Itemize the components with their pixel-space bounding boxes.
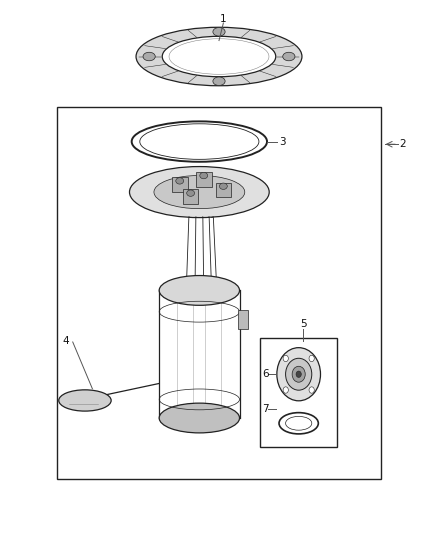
- Text: 7: 7: [262, 404, 269, 414]
- Ellipse shape: [277, 348, 321, 401]
- Ellipse shape: [283, 52, 295, 61]
- Ellipse shape: [286, 358, 312, 390]
- Bar: [183, 189, 198, 204]
- Ellipse shape: [309, 356, 314, 361]
- Text: 1: 1: [220, 14, 227, 25]
- Bar: [215, 182, 231, 197]
- Ellipse shape: [143, 52, 155, 61]
- Ellipse shape: [309, 387, 314, 393]
- Ellipse shape: [283, 356, 288, 361]
- Ellipse shape: [162, 36, 276, 77]
- Ellipse shape: [159, 276, 240, 305]
- Ellipse shape: [159, 403, 240, 433]
- Text: 6: 6: [262, 369, 269, 379]
- Ellipse shape: [283, 387, 288, 393]
- Ellipse shape: [219, 183, 227, 189]
- Ellipse shape: [187, 190, 194, 196]
- Text: 5: 5: [300, 319, 307, 329]
- Ellipse shape: [292, 366, 305, 382]
- Text: 4: 4: [62, 336, 69, 346]
- Text: 3: 3: [279, 136, 286, 147]
- Ellipse shape: [213, 28, 225, 36]
- Ellipse shape: [176, 177, 184, 184]
- Bar: [196, 172, 212, 187]
- Bar: [238, 310, 248, 329]
- Ellipse shape: [213, 77, 225, 85]
- Bar: [172, 177, 187, 192]
- Ellipse shape: [136, 27, 302, 86]
- Ellipse shape: [154, 175, 245, 208]
- Ellipse shape: [130, 166, 269, 217]
- Ellipse shape: [200, 172, 208, 179]
- Ellipse shape: [296, 371, 301, 377]
- Text: 2: 2: [399, 139, 406, 149]
- Bar: [261, 338, 337, 447]
- Ellipse shape: [59, 390, 111, 411]
- Bar: [57, 107, 381, 479]
